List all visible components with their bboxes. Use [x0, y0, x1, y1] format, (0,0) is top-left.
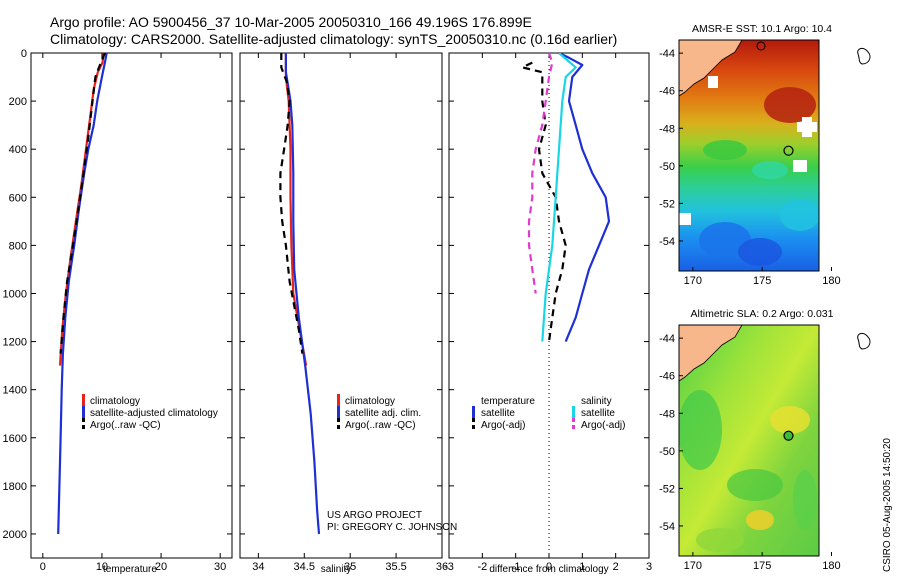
legend-label-temp-argo: Argo(-adj)	[481, 420, 525, 431]
x-tick-label: 34	[252, 561, 264, 573]
y-tick-label: 400	[9, 144, 27, 156]
x-tick-label: 20	[155, 561, 167, 573]
legend-swatch-climatology	[337, 394, 340, 407]
x-tick-label: 35	[344, 561, 356, 573]
difference-xlabel: difference from climatology	[489, 564, 608, 575]
credit-pi: PI: GREGORY C. JOHNSON	[327, 522, 457, 533]
legend-label-climatology: climatology	[345, 396, 395, 407]
header-title-line1: Argo profile: AO 5900456_37 10-Mar-2005 …	[50, 14, 532, 30]
x-tick-label: 2	[613, 561, 619, 573]
landmass	[679, 40, 742, 96]
plot-frame	[239, 52, 443, 559]
legend-label-sal-satellite: satellite	[581, 408, 615, 419]
y-tick-label: 0	[21, 48, 27, 60]
salinity-panel: 34 34.5 35 35.5 36	[239, 52, 448, 573]
difference-legend: temperature satellite Argo(-adj) salinit…	[472, 396, 625, 431]
legend-label-satellite: satellite-adjusted climatology	[90, 408, 218, 419]
x-tick-label: 34.5	[294, 561, 315, 573]
map-y-tick-label: -54	[659, 521, 675, 533]
map-y-tick-label: -48	[659, 408, 675, 420]
landmass	[679, 325, 742, 381]
map-y-tick-label: -44	[659, 333, 675, 345]
island-outline	[857, 332, 871, 350]
y-tick-label: 1600	[3, 433, 27, 445]
legend-label-argo: Argo(..raw -QC)	[90, 420, 161, 431]
x-tick-label: -3	[444, 561, 454, 573]
salinity-xlabel: salinity	[321, 564, 352, 575]
series-line-argo-raw-qc-	[59, 53, 106, 354]
x-tick-label: -1	[511, 561, 521, 573]
series-line-satellite-adjusted-climatology	[57, 53, 108, 535]
difference-panel: -3 -2 -1 0 1 2 3	[444, 52, 652, 573]
argo-position-marker	[783, 430, 794, 441]
sla-map: 170 175 180 -44 -46 -48 -50 -52 -54	[659, 324, 871, 572]
x-tick-label: -2	[477, 561, 487, 573]
timestamp-stamp: CSIRO 05-Aug-2005 14:50:20	[882, 438, 893, 572]
map-y-tick-label: -44	[659, 48, 675, 60]
map-x-tick-label: 175	[753, 560, 771, 572]
series-line-salinity-satellite	[541, 53, 577, 342]
legend-swatch-temp-satellite	[472, 406, 475, 419]
x-tick-label: 30	[214, 561, 226, 573]
sst-map-frame	[678, 39, 820, 272]
map-y-tick-label: -50	[659, 446, 675, 458]
argo-position-marker	[783, 145, 794, 156]
y-tick-label: 800	[9, 240, 27, 252]
map-x-tick-label: 180	[822, 560, 840, 572]
header-title-line2: Climatology: CARS2000. Satellite-adjuste…	[50, 31, 617, 47]
y-tick-label: 600	[9, 192, 27, 204]
x-tick-label: 0	[40, 561, 46, 573]
y-tick-label: 1200	[3, 337, 27, 349]
map-y-tick-label: -50	[659, 161, 675, 173]
map-y-tick-label: -48	[659, 123, 675, 135]
x-tick-label: 1	[579, 561, 585, 573]
map-y-tick-label: -52	[659, 483, 675, 495]
series-line-temperature-satellite	[558, 53, 611, 343]
sst-map: 170 175 180 -44 -46 -48 -50 -52 -54	[659, 39, 871, 287]
map-x-tick-label: 180	[822, 275, 840, 287]
x-tick-label: 36	[436, 561, 448, 573]
temperature-legend: climatology satellite-adjusted climatolo…	[82, 394, 218, 431]
credit-project: US ARGO PROJECT	[327, 510, 422, 521]
legend-swatch-satellite	[337, 406, 340, 419]
y-tick-label: 1400	[3, 385, 27, 397]
legend-label-argo: Argo(..raw -QC)	[345, 420, 416, 431]
legend-swatch-sal-satellite	[572, 406, 575, 419]
legend-title-salinity: salinity	[581, 396, 612, 407]
x-tick-label: 3	[646, 561, 652, 573]
series-line-salinity-argo-adj-	[527, 53, 554, 294]
legend-label-climatology: climatology	[90, 396, 140, 407]
legend-swatch-satellite	[82, 406, 85, 419]
temperature-xlabel: temperature	[103, 564, 157, 575]
sst-map-title: AMSR-E SST: 10.1 Argo: 10.4	[692, 23, 832, 35]
salinity-legend: climatology satellite adj. clim. Argo(..…	[337, 394, 421, 431]
map-x-tick-label: 175	[753, 275, 771, 287]
legend-title-temperature: temperature	[481, 396, 535, 407]
y-tick-label: 200	[9, 96, 27, 108]
temperature-panel: 0 10 20 30 0 200 400 600 800 1000 1200 1400 1600 1800…	[3, 48, 233, 573]
y-tick-label: 1000	[3, 288, 27, 300]
series-line-argo-raw-qc-	[279, 53, 304, 354]
sla-map-frame	[678, 324, 820, 557]
x-tick-label: 10	[96, 561, 108, 573]
map-y-tick-label: -46	[659, 86, 675, 98]
map-y-tick-label: -54	[659, 236, 675, 248]
x-tick-label: 35.5	[385, 561, 406, 573]
series-line-temperature-argo-adj-	[521, 61, 567, 342]
legend-label-temp-satellite: satellite	[481, 408, 515, 419]
legend-swatch-climatology	[82, 394, 85, 407]
legend-label-satellite: satellite adj. clim.	[345, 408, 421, 419]
x-tick-label: 0	[546, 561, 552, 573]
legend-label-sal-argo: Argo(-adj)	[581, 420, 625, 431]
map-y-tick-label: -52	[659, 198, 675, 210]
y-tick-label: 1800	[3, 481, 27, 493]
y-tick-label: 2000	[3, 529, 27, 541]
sla-map-title: Altimetric SLA: 0.2 Argo: 0.031	[691, 308, 834, 320]
map-x-tick-label: 170	[684, 275, 702, 287]
plot-frame	[30, 52, 233, 559]
map-y-tick-label: -46	[659, 371, 675, 383]
map-x-tick-label: 170	[684, 560, 702, 572]
island-outline	[857, 47, 871, 65]
